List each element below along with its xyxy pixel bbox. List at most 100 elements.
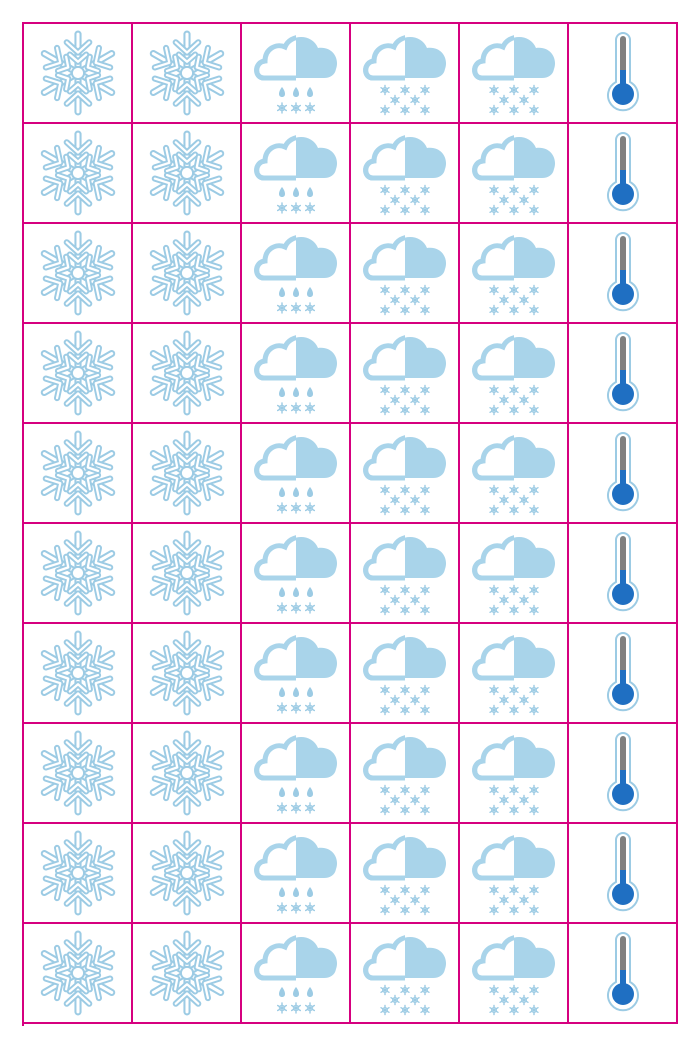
cloud-heavy-snow-icon bbox=[468, 728, 560, 818]
cloud-heavy-snow-icon bbox=[359, 328, 451, 418]
thermometer-cold-icon bbox=[598, 130, 648, 216]
snowflake-icon bbox=[33, 228, 123, 318]
cloud-heavy-snow-icon bbox=[359, 828, 451, 918]
grid-cell bbox=[460, 124, 569, 224]
grid-cell bbox=[460, 624, 569, 724]
grid-cell bbox=[569, 824, 678, 924]
grid-cell bbox=[133, 124, 242, 224]
snowflake-icon bbox=[142, 128, 232, 218]
grid-cell bbox=[133, 824, 242, 924]
grid-cell bbox=[351, 324, 460, 424]
grid-cell bbox=[242, 724, 351, 824]
grid-cell bbox=[351, 524, 460, 624]
cloud-heavy-snow-icon bbox=[468, 928, 560, 1018]
snowflake-icon bbox=[142, 228, 232, 318]
grid-cell bbox=[460, 24, 569, 124]
grid-cell bbox=[351, 24, 460, 124]
snowflake-icon bbox=[33, 28, 123, 118]
grid-cell bbox=[242, 924, 351, 1024]
grid-cell bbox=[569, 224, 678, 324]
grid-cell bbox=[460, 524, 569, 624]
grid-cell bbox=[24, 424, 133, 524]
grid-cell bbox=[133, 424, 242, 524]
icon-grid-sheet bbox=[22, 22, 678, 1026]
cloud-heavy-snow-icon bbox=[468, 228, 560, 318]
cloud-heavy-snow-icon bbox=[359, 928, 451, 1018]
grid-cell bbox=[569, 624, 678, 724]
grid-cell bbox=[351, 924, 460, 1024]
grid-cell bbox=[242, 224, 351, 324]
snowflake-icon bbox=[142, 828, 232, 918]
cloud-heavy-snow-icon bbox=[468, 528, 560, 618]
cloud-heavy-snow-icon bbox=[359, 428, 451, 518]
snowflake-icon bbox=[33, 728, 123, 818]
grid-cell bbox=[24, 324, 133, 424]
snowflake-icon bbox=[142, 728, 232, 818]
grid-cell bbox=[351, 424, 460, 524]
grid-cell bbox=[569, 124, 678, 224]
grid-cell bbox=[24, 124, 133, 224]
grid-cell bbox=[133, 524, 242, 624]
snowflake-icon bbox=[33, 128, 123, 218]
grid-cell bbox=[24, 24, 133, 124]
snowflake-icon bbox=[142, 928, 232, 1018]
cloud-rain-snow-icon bbox=[250, 28, 342, 118]
grid-cell bbox=[24, 624, 133, 724]
grid-cell bbox=[24, 924, 133, 1024]
grid-cell bbox=[242, 424, 351, 524]
cloud-heavy-snow-icon bbox=[468, 828, 560, 918]
grid-cell bbox=[133, 224, 242, 324]
grid-cell bbox=[24, 524, 133, 624]
cloud-heavy-snow-icon bbox=[359, 28, 451, 118]
thermometer-cold-icon bbox=[598, 630, 648, 716]
cloud-rain-snow-icon bbox=[250, 328, 342, 418]
thermometer-cold-icon bbox=[598, 330, 648, 416]
snowflake-icon bbox=[33, 828, 123, 918]
snowflake-icon bbox=[142, 628, 232, 718]
thermometer-cold-icon bbox=[598, 430, 648, 516]
grid-cell bbox=[569, 524, 678, 624]
grid-cell bbox=[351, 624, 460, 724]
thermometer-cold-icon bbox=[598, 730, 648, 816]
snowflake-icon bbox=[33, 528, 123, 618]
cloud-heavy-snow-icon bbox=[468, 128, 560, 218]
grid-cell bbox=[242, 824, 351, 924]
grid-cell bbox=[460, 324, 569, 424]
snowflake-icon bbox=[33, 328, 123, 418]
cloud-heavy-snow-icon bbox=[359, 528, 451, 618]
thermometer-cold-icon bbox=[598, 530, 648, 616]
snowflake-icon bbox=[33, 928, 123, 1018]
grid-cell bbox=[569, 24, 678, 124]
grid-cell bbox=[242, 124, 351, 224]
cloud-heavy-snow-icon bbox=[468, 428, 560, 518]
thermometer-cold-icon bbox=[598, 230, 648, 316]
thermometer-cold-icon bbox=[598, 830, 648, 916]
grid-cell bbox=[351, 124, 460, 224]
snowflake-icon bbox=[33, 428, 123, 518]
grid-cell bbox=[242, 524, 351, 624]
cloud-rain-snow-icon bbox=[250, 828, 342, 918]
grid-cell bbox=[24, 724, 133, 824]
grid-cell bbox=[351, 224, 460, 324]
grid-cell bbox=[133, 924, 242, 1024]
thermometer-cold-icon bbox=[598, 930, 648, 1016]
grid-cell bbox=[460, 424, 569, 524]
cloud-rain-snow-icon bbox=[250, 728, 342, 818]
cloud-rain-snow-icon bbox=[250, 628, 342, 718]
cloud-heavy-snow-icon bbox=[359, 228, 451, 318]
grid-cell bbox=[569, 324, 678, 424]
grid-cell bbox=[242, 24, 351, 124]
grid-cell bbox=[133, 624, 242, 724]
cloud-heavy-snow-icon bbox=[359, 728, 451, 818]
grid-cell bbox=[133, 324, 242, 424]
snowflake-icon bbox=[33, 628, 123, 718]
grid-cell bbox=[242, 624, 351, 724]
grid-cell bbox=[569, 724, 678, 824]
grid-cell bbox=[351, 724, 460, 824]
snowflake-icon bbox=[142, 528, 232, 618]
cloud-heavy-snow-icon bbox=[359, 128, 451, 218]
grid-cell bbox=[460, 824, 569, 924]
grid-cell bbox=[460, 224, 569, 324]
grid-cell bbox=[24, 224, 133, 324]
snowflake-icon bbox=[142, 328, 232, 418]
